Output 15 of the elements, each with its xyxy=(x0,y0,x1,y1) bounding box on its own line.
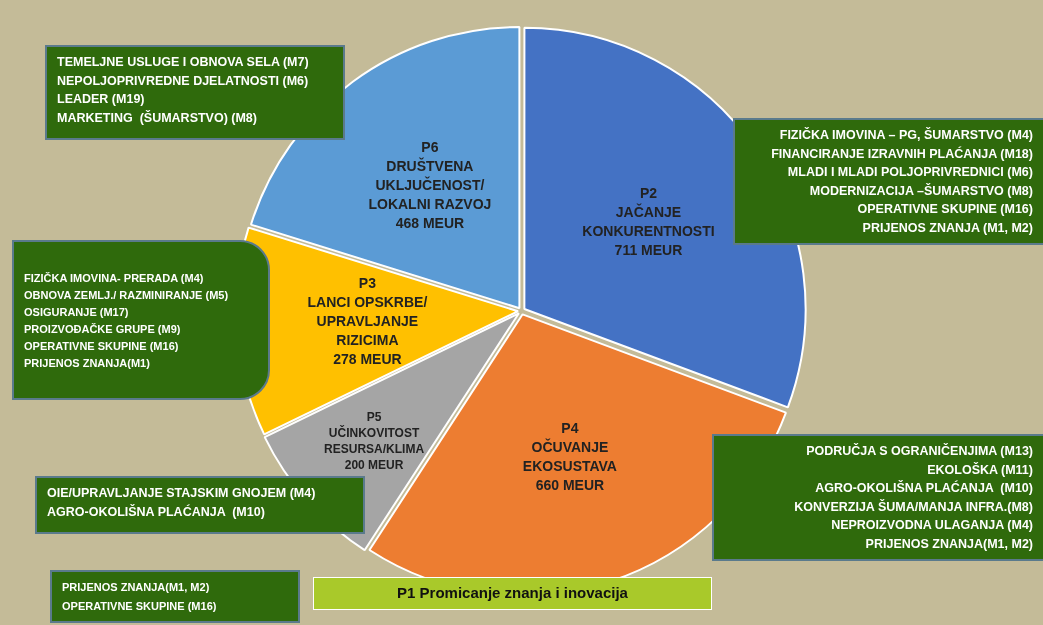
slice-label: P2 JAČANJE KONKURENTNOSTI xyxy=(582,185,715,240)
slice-label: P4 OČUVANJE EKOSUSTAVA xyxy=(522,420,617,475)
text: PRIJENOS ZNANJA(M1, M2) OPERATIVNE SKUPINE (M16) xyxy=(50,570,300,623)
slice-label: P6 DRUŠTVENA UKLJUČENOST/ LOKALNI RAZVOJ xyxy=(368,139,492,213)
data-label: 660 MEUR xyxy=(535,477,605,494)
text: OIE/UPRAVLJANJE STAJSKIM GNOJEM (M4) AGRO-OKOLIŠNA PLAĆANJA (M10) xyxy=(35,476,365,534)
data-label: 200 MEUR xyxy=(344,457,404,472)
data-label: 468 MEUR xyxy=(395,215,465,232)
slice-label: P3 LANCI OPSKRBE/ UPRAVLJANJE RIZICIMA xyxy=(307,275,428,349)
text: TEMELJNE USLUGE I OBNOVA SELA (M7) NEPOLJOPRIVREDNE DJELATNOSTI (M6) LEADER (M19) MARKETING (ŠUMARSTVO) (M8) xyxy=(45,45,345,140)
data-label: 711 MEUR xyxy=(614,242,683,259)
slice-label: P5 UČINKOVITOST RESURSA/KLIMA xyxy=(324,409,425,456)
data-label: 278 MEUR xyxy=(333,351,402,368)
text: FIZIČKA IMOVINA- PRERADA (M4) OBNOVA ZEMLJ./ RAZMINIRANJE (M5) OSIGURANJE (M17) PROIZVOĐAČKE GRUPE (M9) OPERATIVNE SKUPINE (M16) PRIJENOS ZNANJA(M1) xyxy=(12,240,270,400)
text: P1 Promicanje znanja i inovacija xyxy=(313,577,712,610)
